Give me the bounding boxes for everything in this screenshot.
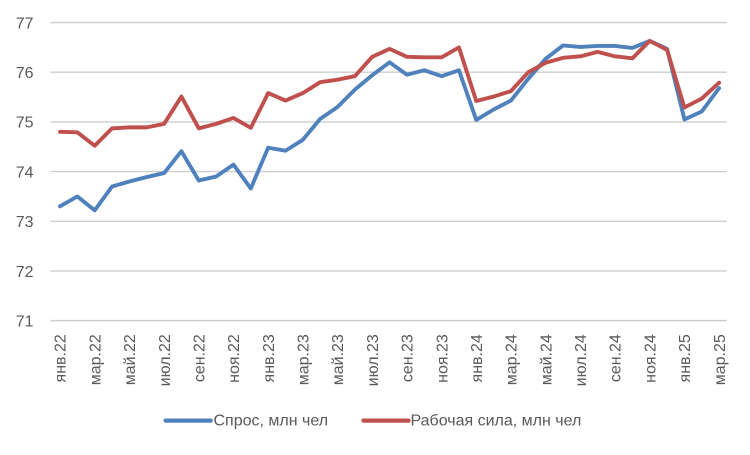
svg-text:янв.22: янв.22	[53, 334, 70, 382]
svg-text:янв.23: янв.23	[261, 334, 278, 382]
svg-text:72: 72	[16, 264, 34, 281]
svg-text:янв.25: янв.25	[677, 334, 694, 382]
svg-text:мар.22: мар.22	[87, 334, 104, 385]
svg-text:май.22: май.22	[122, 334, 139, 385]
svg-text:май.23: май.23	[330, 334, 347, 385]
svg-text:июл.22: июл.22	[157, 334, 174, 386]
svg-text:июл.24: июл.24	[573, 334, 590, 386]
svg-text:75: 75	[16, 115, 34, 132]
svg-text:Спрос, млн чел: Спрос, млн чел	[214, 413, 329, 430]
svg-text:ноя.24: ноя.24	[642, 334, 659, 383]
svg-text:71: 71	[16, 313, 34, 330]
svg-text:май.24: май.24	[538, 334, 555, 385]
svg-text:мар.25: мар.25	[712, 334, 729, 385]
svg-text:сен.23: сен.23	[400, 334, 417, 382]
svg-text:янв.24: янв.24	[469, 334, 486, 382]
svg-text:73: 73	[16, 214, 34, 231]
svg-text:ноя.22: ноя.22	[226, 334, 243, 383]
svg-text:мар.23: мар.23	[296, 334, 313, 385]
svg-text:сен.22: сен.22	[191, 334, 208, 382]
svg-text:ноя.23: ноя.23	[434, 334, 451, 383]
svg-text:76: 76	[16, 65, 34, 82]
svg-text:74: 74	[16, 164, 34, 181]
svg-text:мар.24: мар.24	[504, 334, 521, 385]
svg-text:сен.24: сен.24	[608, 334, 625, 382]
svg-text:Рабочая сила, млн чел: Рабочая сила, млн чел	[411, 413, 582, 430]
svg-text:77: 77	[16, 15, 34, 32]
svg-text:июл.23: июл.23	[365, 334, 382, 386]
